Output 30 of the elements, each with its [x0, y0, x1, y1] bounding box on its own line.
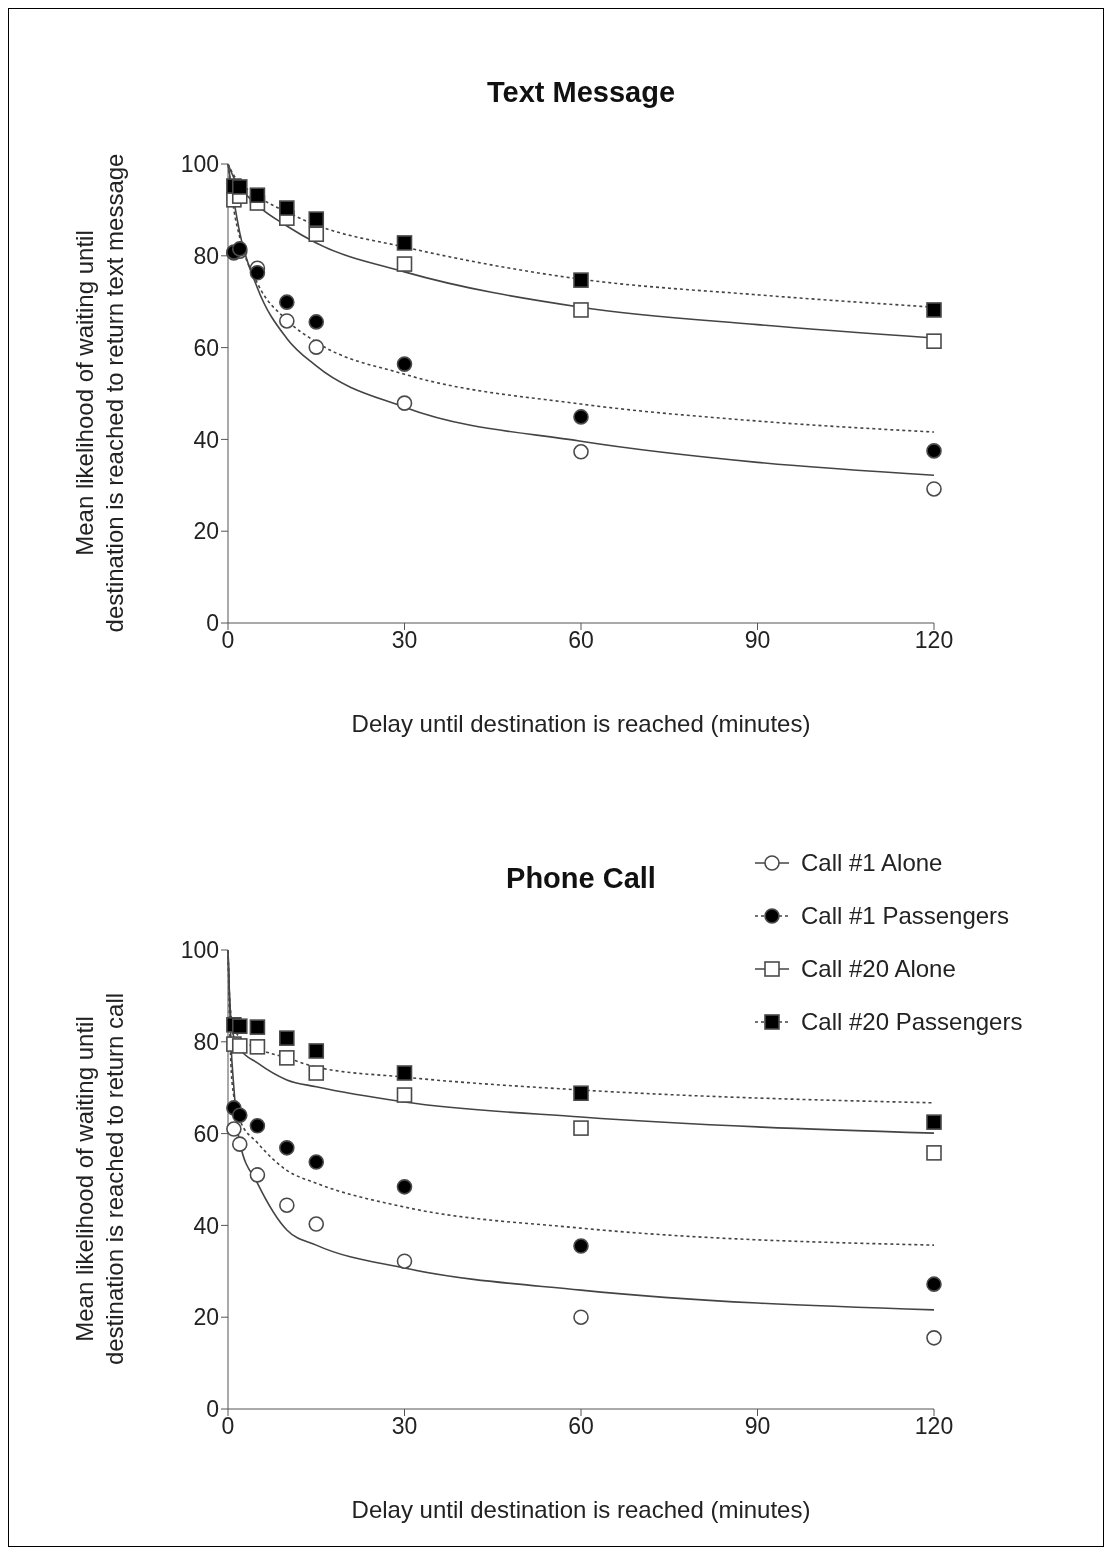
chart-title: Phone Call	[506, 862, 656, 894]
y-tick-label: 0	[206, 610, 219, 637]
chart-title: Text Message	[485, 76, 676, 109]
x-tick-label: 90	[744, 627, 771, 654]
legend-label: Call #20 Alone	[801, 954, 956, 983]
x-tick-label: 60	[568, 1413, 594, 1440]
x-tick-label: 60	[568, 627, 594, 654]
y-tick-label: 100	[180, 151, 219, 178]
y-tick-label: 40	[193, 426, 219, 453]
y-tick-label: 100	[180, 937, 219, 964]
y-axis-title: Mean likelihood of waiting until destination is reached to return text message	[70, 152, 129, 635]
legend-label: Call #20 Passengers	[801, 1007, 1023, 1036]
legend-label: Call #1 Passengers	[801, 901, 1010, 930]
y-tick-label: 80	[193, 1028, 219, 1055]
y-tick-label: 80	[193, 242, 219, 269]
y-tick-label: 40	[193, 1212, 219, 1239]
legend-label: Call #1 Alone	[801, 848, 943, 877]
y-tick-label: 60	[193, 1120, 219, 1147]
x-tick-label: 120	[914, 1413, 954, 1440]
y-tick-label: 20	[193, 518, 219, 545]
x-tick-label: 30	[391, 627, 418, 654]
y-tick-label: 60	[193, 334, 219, 361]
x-tick-label: 90	[744, 1413, 771, 1440]
x-tick-label: 120	[914, 627, 954, 654]
y-tick-label: 20	[193, 1304, 219, 1331]
x-axis-title: Delay until destination is reached (minutes)	[350, 1496, 812, 1524]
y-tick-label: 0	[206, 1396, 219, 1423]
x-axis-title: Delay until destination is reached (minutes)	[350, 710, 812, 738]
x-tick-label: 30	[391, 1413, 418, 1440]
y-axis-title: Mean likelihood of waiting until destination is reached to return call	[70, 991, 129, 1368]
